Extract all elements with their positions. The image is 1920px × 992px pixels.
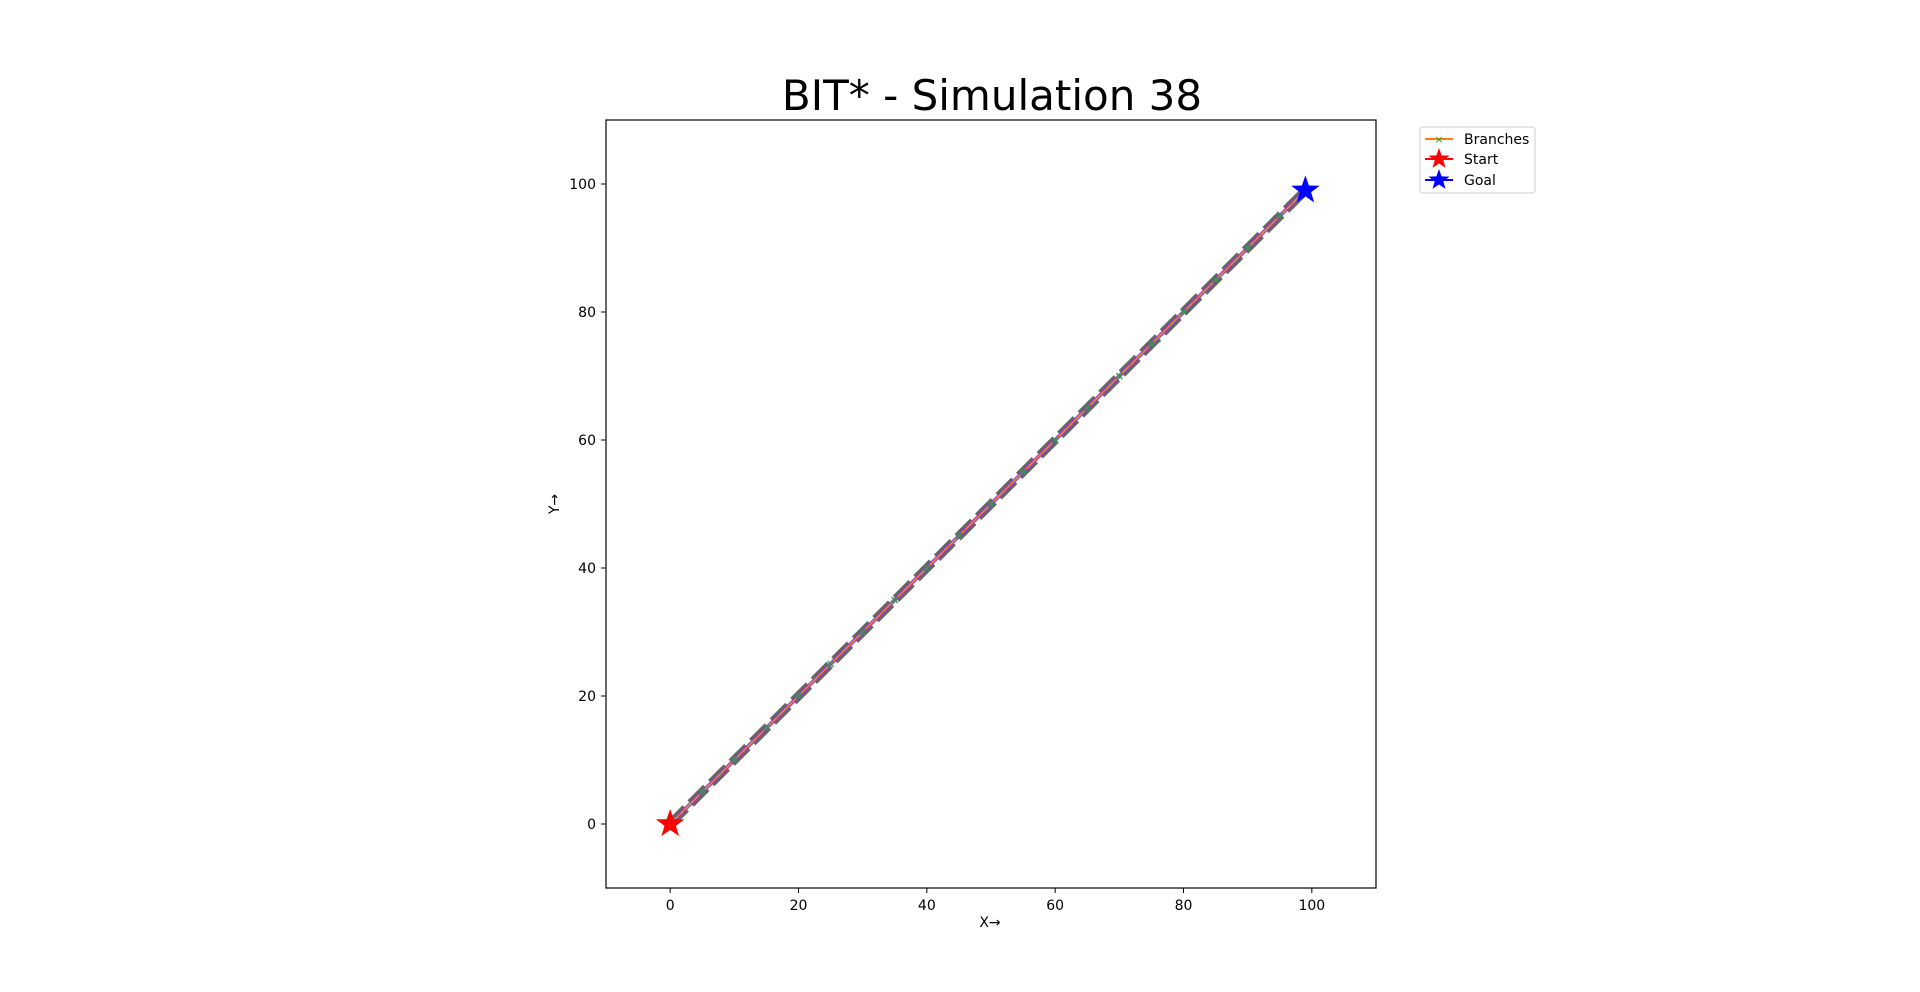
branch-point xyxy=(827,660,835,668)
branch-marker-stroke xyxy=(1147,340,1155,348)
branch-marker-stroke xyxy=(859,628,867,636)
legend-start-label: Start xyxy=(1464,152,1499,168)
branch-marker-stroke xyxy=(1180,308,1187,316)
branch-point xyxy=(698,788,706,796)
branch-marker-stroke xyxy=(1051,436,1059,444)
branch-marker-stroke xyxy=(1019,468,1027,476)
legend-item-goal: Goal xyxy=(1425,169,1496,189)
branch-point xyxy=(1051,436,1059,444)
branch-point xyxy=(1083,404,1091,412)
legend-start-star-icon xyxy=(1428,148,1450,168)
x-tick-label: 80 xyxy=(1175,898,1193,914)
y-axis-ticks: 0 20 40 60 80 100 xyxy=(569,177,606,833)
y-tick-label: 100 xyxy=(569,177,596,193)
x-tick-label: 20 xyxy=(790,898,808,914)
branch-point xyxy=(1115,372,1123,380)
x-tick-label: 100 xyxy=(1298,898,1325,914)
branch-marker-stroke xyxy=(1115,372,1123,380)
branch-point xyxy=(1212,276,1220,284)
legend-branches-marker: × xyxy=(1434,133,1443,146)
branch-marker-stroke xyxy=(730,756,738,764)
legend-item-start: Start xyxy=(1425,148,1499,168)
series-layer xyxy=(655,175,1320,837)
branch-marker-stroke xyxy=(795,692,802,700)
branch-point xyxy=(762,724,770,732)
y-axis-label: Y→ xyxy=(547,494,563,516)
branch-point xyxy=(1244,244,1252,252)
branch-point xyxy=(891,596,899,604)
branch-point xyxy=(1147,340,1155,348)
x-tick-label: 40 xyxy=(918,898,936,914)
legend-item-branches: × Branches xyxy=(1425,132,1529,148)
branch-marker-stroke xyxy=(1276,212,1284,220)
y-tick-label: 20 xyxy=(578,689,596,705)
branch-marker-stroke xyxy=(827,660,835,668)
branch-point xyxy=(1019,468,1027,476)
x-tick-label: 0 xyxy=(666,898,675,914)
start-point-star xyxy=(655,809,685,837)
goal-point-star xyxy=(1291,175,1320,203)
branch-point xyxy=(1180,308,1187,316)
y-tick-label: 60 xyxy=(578,433,596,449)
branch-point xyxy=(1276,212,1284,220)
legend-goal-label: Goal xyxy=(1464,173,1496,189)
branch-marker-stroke xyxy=(1244,244,1252,252)
y-tick-label: 0 xyxy=(587,817,596,833)
x-axis-label: X→ xyxy=(979,915,1001,931)
legend-branches-label: Branches xyxy=(1464,132,1529,148)
branch-marker-stroke xyxy=(923,564,931,572)
branch-marker-stroke xyxy=(1212,276,1220,284)
branch-point xyxy=(987,500,995,508)
branch-point xyxy=(795,692,802,700)
branch-point xyxy=(859,628,867,636)
y-tick-label: 40 xyxy=(578,561,596,577)
y-tick-label: 80 xyxy=(578,305,596,321)
branch-marker-stroke xyxy=(762,724,770,732)
legend-goal-star-icon xyxy=(1428,169,1450,189)
plot-area: 0 20 40 60 80 100 0 20 40 60 80 100 xyxy=(569,119,1377,914)
legend-frame xyxy=(1419,126,1536,194)
legend: × Branches Start Goal xyxy=(1419,126,1536,194)
branch-point xyxy=(730,756,738,764)
branch-marker-stroke xyxy=(1083,404,1091,412)
branch-point xyxy=(955,532,963,540)
x-axis-ticks: 0 20 40 60 80 100 xyxy=(666,888,1325,914)
branch-marker-stroke xyxy=(955,532,963,540)
chart-title: BIT* - Simulation 38 xyxy=(782,71,1202,120)
branch-marker-stroke xyxy=(698,788,706,796)
x-tick-label: 60 xyxy=(1046,898,1064,914)
branch-marker-stroke xyxy=(987,500,995,508)
branch-marker-stroke xyxy=(891,596,899,604)
branch-point xyxy=(923,564,931,572)
